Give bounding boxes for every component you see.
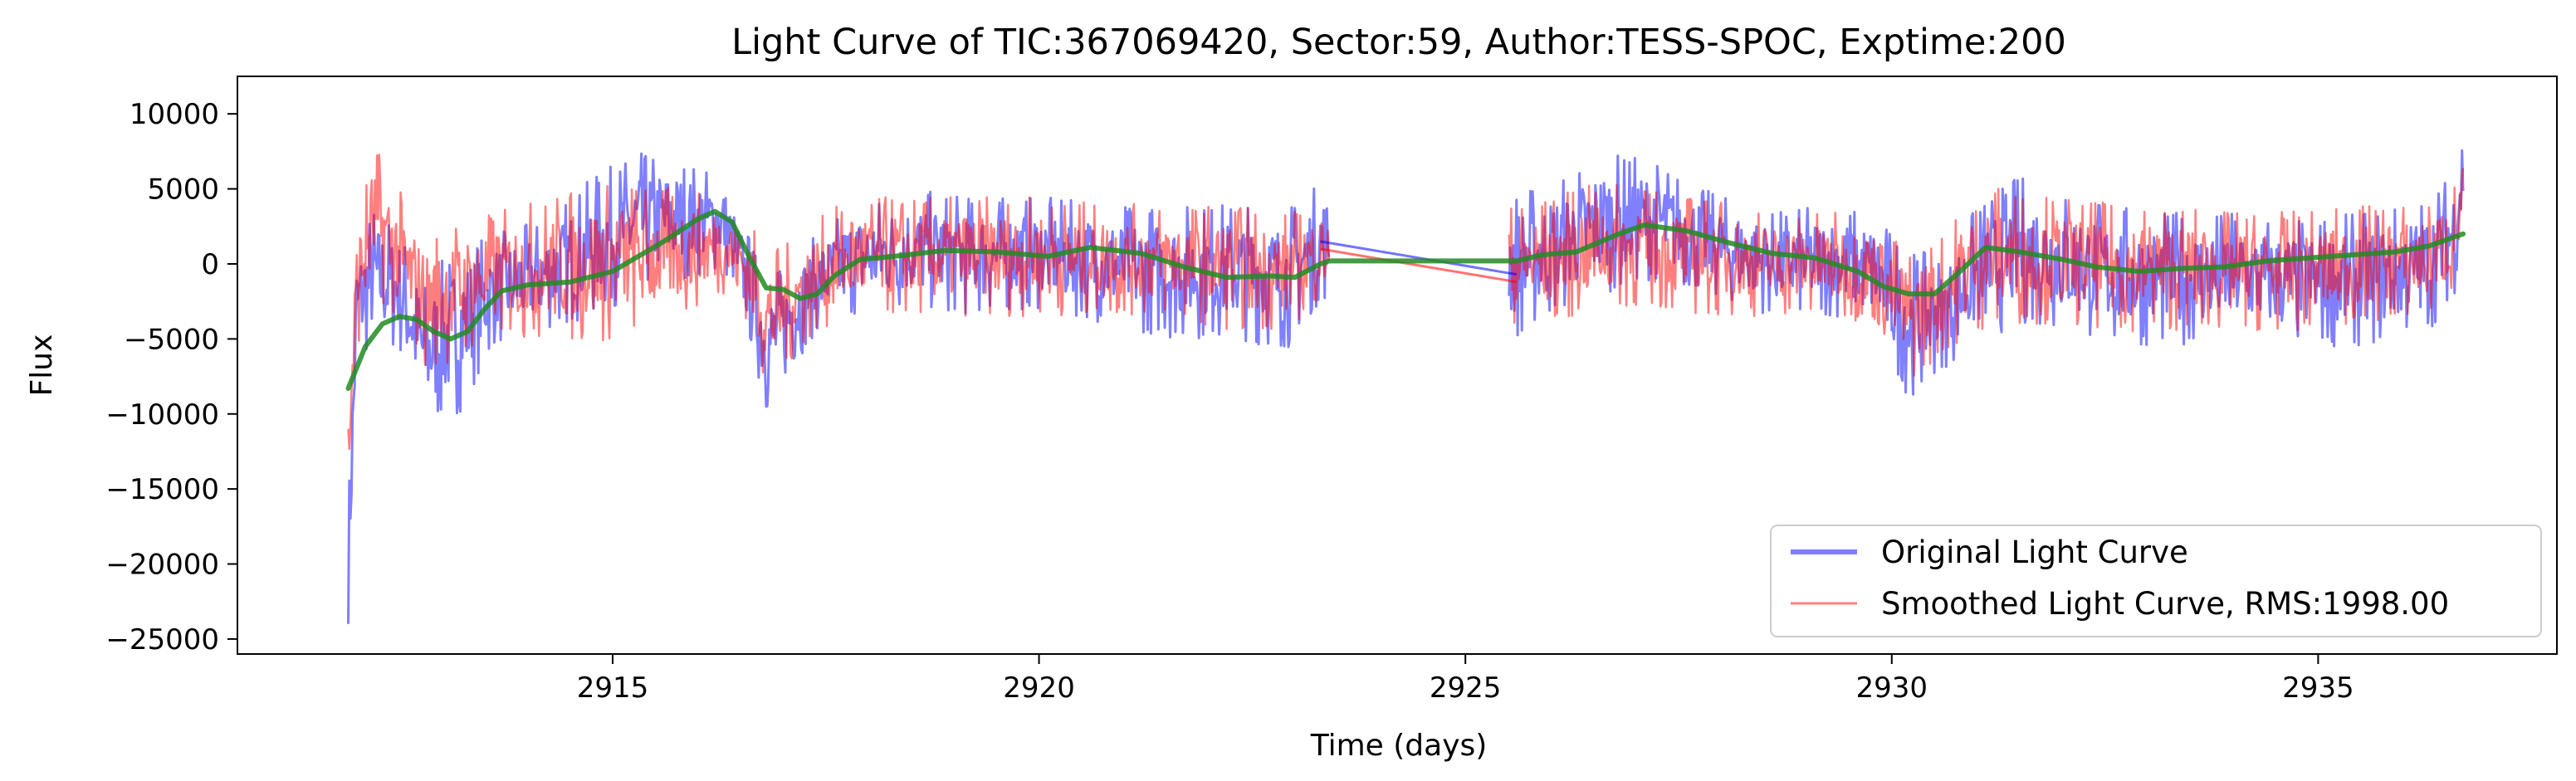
- x-tick-label: 2915: [577, 671, 649, 705]
- y-tick-label: −20000: [105, 549, 219, 582]
- x-tick-label: 2935: [2282, 671, 2354, 705]
- y-tick-label: −5000: [124, 323, 219, 356]
- y-tick-label: 0: [201, 248, 219, 281]
- plot-frame: [237, 76, 2558, 655]
- x-axis: 2915 2920 2925 2930 2935: [577, 654, 2354, 705]
- legend-label-smoothed: Smoothed Light Curve, RMS:1998.00: [1881, 586, 2449, 622]
- y-tick-label: 10000: [130, 98, 219, 131]
- x-axis-label: Time (days): [1310, 729, 1488, 763]
- y-tick-label: −10000: [105, 398, 219, 432]
- plot-area: [237, 76, 2558, 655]
- gap-connector-line: [1320, 247, 1518, 284]
- y-axis-label: Flux: [25, 334, 59, 397]
- y-tick-label: −25000: [105, 623, 219, 657]
- legend-box: [1770, 525, 2542, 637]
- trend-line: [345, 208, 2466, 391]
- y-tick-label: −15000: [105, 473, 219, 506]
- x-tick-label: 2930: [1856, 671, 1928, 705]
- x-tick-label: 2925: [1430, 671, 1502, 705]
- x-tick-label: 2920: [1003, 671, 1075, 705]
- y-axis: 10000 5000 0 −5000 −10000 −15000 −20000 −25000: [105, 98, 237, 657]
- legend-label-original: Original Light Curve: [1881, 534, 2188, 570]
- series-layer: [345, 149, 2466, 624]
- legend: Original Light Curve Smoothed Light Curv…: [1770, 525, 2542, 637]
- gap-connector-line: [1320, 240, 1518, 276]
- y-tick-label: 5000: [147, 173, 219, 207]
- chart-title: Light Curve of TIC:367069420, Sector:59,…: [731, 22, 2066, 63]
